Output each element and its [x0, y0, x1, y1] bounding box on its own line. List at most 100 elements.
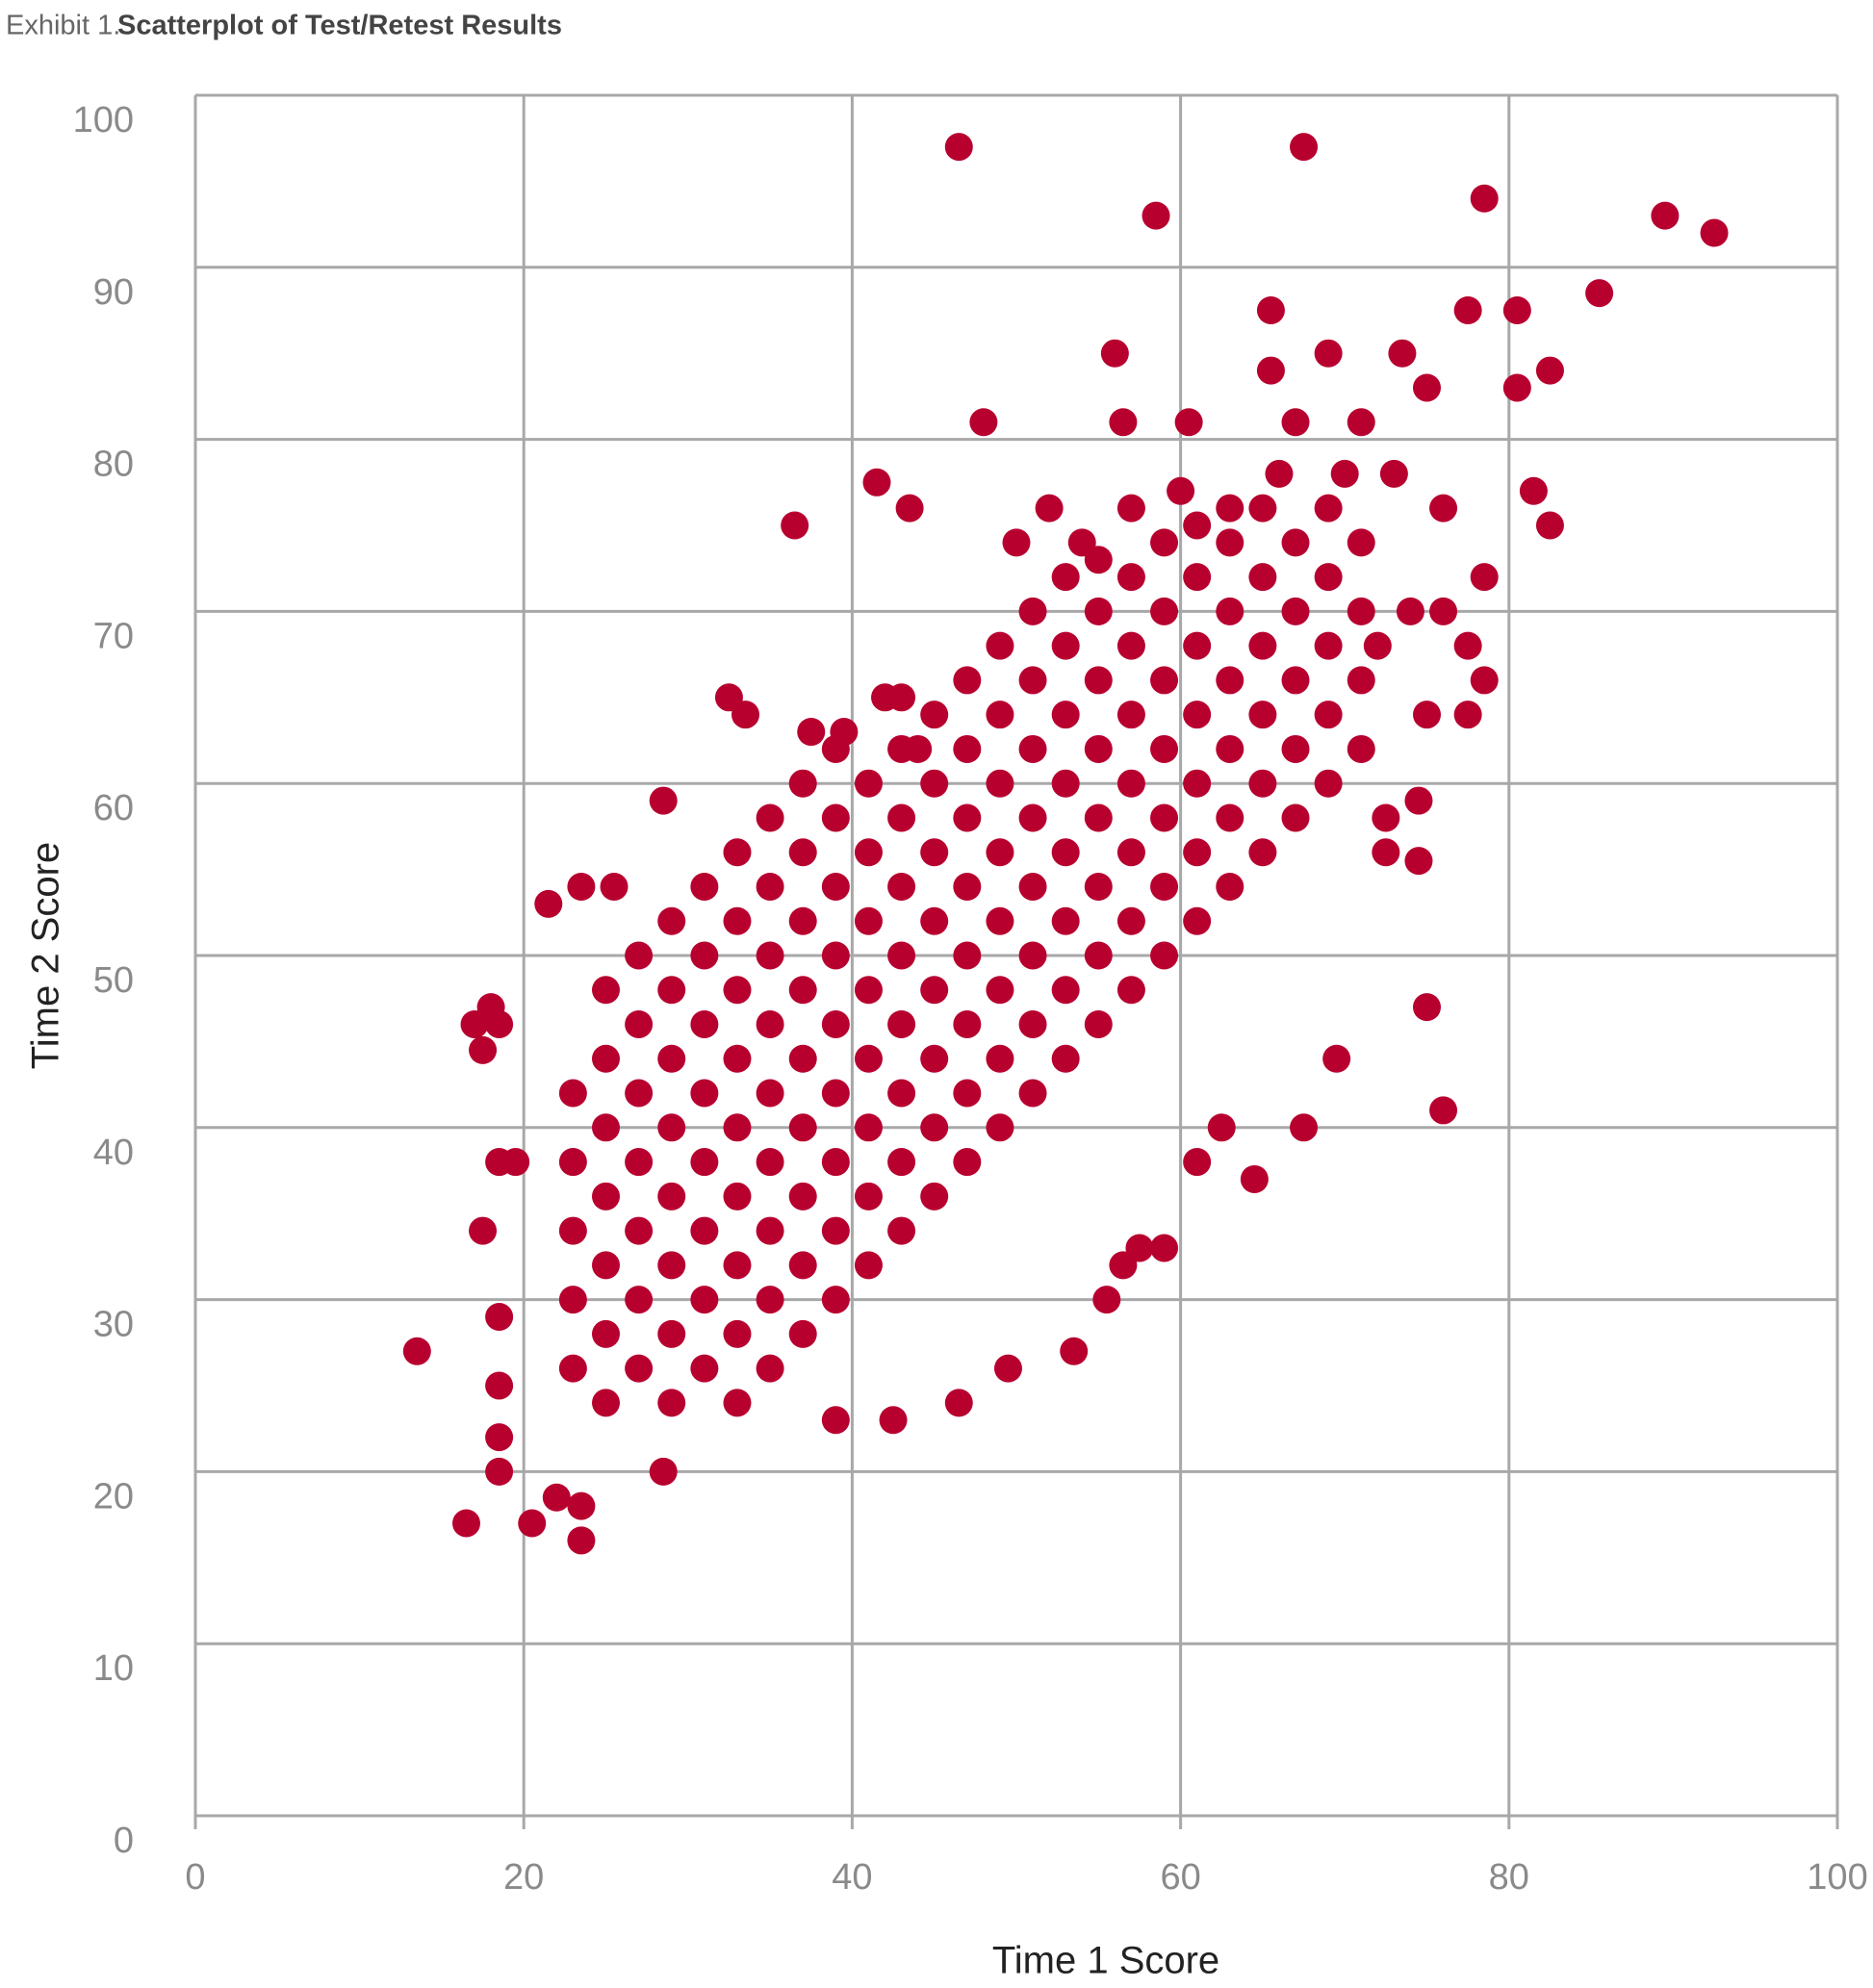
point — [1116, 976, 1145, 1005]
y-tick-label: 10 — [93, 1648, 134, 1689]
point — [558, 1079, 587, 1108]
point — [402, 1337, 431, 1365]
point — [854, 1182, 883, 1211]
point — [1092, 1286, 1121, 1314]
point — [986, 631, 1014, 660]
y-tick-label: 80 — [93, 445, 134, 485]
point — [1470, 563, 1499, 592]
point — [592, 1113, 620, 1142]
point — [854, 838, 883, 867]
point — [469, 1035, 498, 1064]
point — [1347, 408, 1375, 437]
point — [854, 976, 883, 1005]
point — [1109, 1251, 1138, 1280]
point — [788, 976, 817, 1005]
point — [1183, 701, 1212, 729]
point — [1084, 941, 1113, 970]
x-tick-label: 60 — [1160, 1857, 1200, 1898]
point — [854, 769, 883, 798]
point — [788, 1182, 817, 1211]
y-tick-label: 0 — [114, 1821, 134, 1861]
point — [1347, 528, 1375, 557]
point — [1248, 494, 1277, 522]
y-tick-label: 50 — [93, 960, 134, 1001]
point — [821, 1148, 850, 1177]
point — [821, 1406, 850, 1435]
point — [986, 976, 1014, 1005]
point — [1018, 597, 1047, 625]
point — [1429, 494, 1458, 522]
point — [756, 1216, 784, 1245]
point — [592, 976, 620, 1005]
point — [1453, 296, 1482, 324]
point — [690, 1148, 719, 1177]
point — [895, 494, 924, 522]
point — [1379, 459, 1408, 488]
point — [920, 976, 949, 1005]
point — [657, 1113, 686, 1142]
point — [567, 1491, 596, 1520]
point — [625, 1354, 654, 1383]
point — [649, 786, 678, 815]
point — [1347, 734, 1375, 763]
point — [1585, 279, 1614, 308]
point — [920, 769, 949, 798]
point — [821, 1286, 850, 1314]
point — [1322, 1044, 1351, 1073]
point — [1281, 803, 1310, 832]
point — [625, 941, 654, 970]
point — [723, 838, 752, 867]
point — [657, 1182, 686, 1211]
point — [953, 1079, 982, 1108]
point — [690, 872, 719, 901]
point — [1116, 563, 1145, 592]
point — [1051, 1044, 1080, 1073]
point — [1216, 597, 1244, 625]
y-tick-label: 20 — [93, 1476, 134, 1516]
point — [1183, 769, 1212, 798]
point — [731, 701, 760, 729]
point — [1060, 1337, 1089, 1365]
point — [1388, 339, 1417, 368]
point — [1314, 563, 1343, 592]
point — [501, 1148, 530, 1177]
point — [1453, 631, 1482, 660]
point — [1142, 201, 1170, 230]
point — [1067, 528, 1096, 557]
point — [592, 1389, 620, 1417]
point — [797, 718, 826, 747]
x-tick-label: 20 — [503, 1857, 544, 1898]
point — [1216, 528, 1244, 557]
point — [887, 1079, 916, 1108]
point — [920, 1113, 949, 1142]
y-tick-label: 90 — [93, 272, 134, 313]
point — [1429, 1096, 1458, 1125]
point — [986, 701, 1014, 729]
point — [1051, 631, 1080, 660]
point — [649, 1457, 678, 1486]
point — [1404, 786, 1433, 815]
point — [690, 1354, 719, 1383]
point — [1018, 1079, 1047, 1108]
point — [1084, 803, 1113, 832]
point — [1035, 494, 1064, 522]
point — [821, 1216, 850, 1245]
point — [1519, 476, 1548, 505]
grid — [193, 93, 1839, 1829]
point — [1150, 528, 1179, 557]
point — [879, 1406, 908, 1435]
point — [854, 1113, 883, 1142]
point — [1248, 631, 1277, 660]
point — [1281, 734, 1310, 763]
point — [1700, 218, 1729, 247]
point — [953, 803, 982, 832]
point — [542, 1483, 571, 1512]
point — [657, 1389, 686, 1417]
point — [1502, 296, 1531, 324]
point — [657, 1319, 686, 1348]
point — [1404, 847, 1433, 876]
point — [1413, 373, 1441, 402]
point — [625, 1148, 654, 1177]
